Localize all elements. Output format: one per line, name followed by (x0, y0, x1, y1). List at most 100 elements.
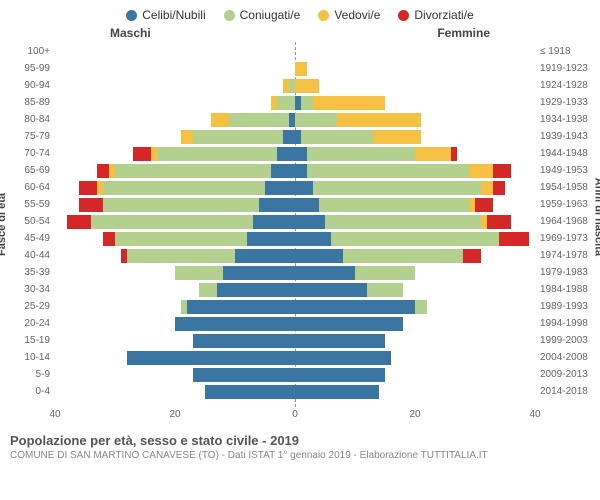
bar-segment-celibi (247, 232, 295, 246)
bar-segment-celibi (295, 368, 385, 382)
bar-segment-coniugati (115, 232, 247, 246)
bar-segment-divorziati (499, 232, 529, 246)
age-label: 50-54 (0, 214, 50, 230)
bar-segment-divorziati (79, 198, 103, 212)
bars-male (55, 147, 295, 161)
bar-segment-vedovi (481, 181, 493, 195)
bars-female (295, 368, 535, 382)
age-label: 80-84 (0, 112, 50, 128)
bar-segment-coniugati (103, 198, 259, 212)
bar-segment-celibi (295, 232, 331, 246)
bar-segment-divorziati (463, 249, 481, 263)
bar-segment-coniugati (103, 181, 265, 195)
bar-segment-celibi (295, 147, 307, 161)
birth-year-label: 1924-1928 (540, 78, 600, 94)
age-row: 10-142004-2008 (55, 350, 535, 366)
x-tick: 0 (292, 409, 298, 420)
x-tick: 20 (169, 409, 180, 420)
legend-swatch (126, 10, 137, 21)
legend-item: Divorziati/e (398, 8, 473, 22)
birth-year-label: 1969-1973 (540, 231, 600, 247)
bar-group (55, 113, 535, 127)
bars-male (55, 300, 295, 314)
legend-item: Celibi/Nubili (126, 8, 205, 22)
bar-group (55, 266, 535, 280)
age-label: 20-24 (0, 316, 50, 332)
bars-female (295, 96, 535, 110)
bar-segment-coniugati (367, 283, 403, 297)
age-row: 60-641954-1958 (55, 180, 535, 196)
bar-segment-celibi (283, 130, 295, 144)
legend-swatch (398, 10, 409, 21)
age-row: 45-491969-1973 (55, 231, 535, 247)
legend-swatch (224, 10, 235, 21)
age-label: 65-69 (0, 163, 50, 179)
bar-segment-divorziati (451, 147, 457, 161)
bars-male (55, 249, 295, 263)
bar-segment-celibi (223, 266, 295, 280)
age-label: 60-64 (0, 180, 50, 196)
bars-male (55, 113, 295, 127)
birth-year-label: 1919-1923 (540, 61, 600, 77)
bar-segment-vedovi (313, 96, 385, 110)
age-label: 70-74 (0, 146, 50, 162)
age-label: 10-14 (0, 350, 50, 366)
bars-male (55, 283, 295, 297)
bars-female (295, 334, 535, 348)
bar-segment-vedovi (337, 113, 421, 127)
bar-group (55, 164, 535, 178)
bar-segment-celibi (175, 317, 295, 331)
age-row: 100+≤ 1918 (55, 44, 535, 60)
bar-group (55, 368, 535, 382)
legend-label: Vedovi/e (334, 8, 380, 22)
label-femmine: Femmine (437, 26, 490, 40)
age-label: 15-19 (0, 333, 50, 349)
bar-segment-celibi (253, 215, 295, 229)
bar-segment-celibi (295, 181, 313, 195)
chart-title: Popolazione per età, sesso e stato civil… (10, 433, 590, 448)
bars-male (55, 79, 295, 93)
bars-female (295, 198, 535, 212)
age-label: 100+ (0, 44, 50, 60)
bar-segment-divorziati (79, 181, 97, 195)
bar-segment-coniugati (157, 147, 277, 161)
section-labels: Maschi Femmine (0, 26, 600, 40)
bar-segment-celibi (295, 351, 391, 365)
age-label: 0-4 (0, 384, 50, 400)
age-row: 25-291989-1993 (55, 299, 535, 315)
age-label: 35-39 (0, 265, 50, 281)
x-tick: 40 (49, 409, 60, 420)
bars-female (295, 300, 535, 314)
bars-male (55, 198, 295, 212)
bar-group (55, 45, 535, 59)
bar-segment-celibi (295, 334, 385, 348)
birth-year-label: 1959-1963 (540, 197, 600, 213)
birth-year-label: 1929-1933 (540, 95, 600, 111)
bars-male (55, 351, 295, 365)
bar-segment-celibi (205, 385, 295, 399)
birth-year-label: 1974-1978 (540, 248, 600, 264)
bar-segment-vedovi (181, 130, 193, 144)
bar-segment-divorziati (493, 181, 505, 195)
bar-segment-celibi (295, 385, 379, 399)
bars-female (295, 164, 535, 178)
birth-year-label: 1984-1988 (540, 282, 600, 298)
bar-segment-coniugati (415, 300, 427, 314)
bars-male (55, 232, 295, 246)
age-row: 5-92009-2013 (55, 367, 535, 383)
bar-segment-celibi (295, 198, 319, 212)
age-label: 95-99 (0, 61, 50, 77)
bar-segment-coniugati (193, 130, 283, 144)
bar-segment-celibi (259, 198, 295, 212)
birth-year-label: 2009-2013 (540, 367, 600, 383)
bar-segment-divorziati (133, 147, 151, 161)
bars-female (295, 283, 535, 297)
bar-segment-coniugati (319, 198, 469, 212)
age-row: 90-941924-1928 (55, 78, 535, 94)
age-row: 75-791939-1943 (55, 129, 535, 145)
age-row: 70-741944-1948 (55, 146, 535, 162)
bars-male (55, 368, 295, 382)
bars-female (295, 249, 535, 263)
chart-source: COMUNE DI SAN MARTINO CANAVESE (TO) - Da… (10, 450, 590, 461)
age-label: 75-79 (0, 129, 50, 145)
